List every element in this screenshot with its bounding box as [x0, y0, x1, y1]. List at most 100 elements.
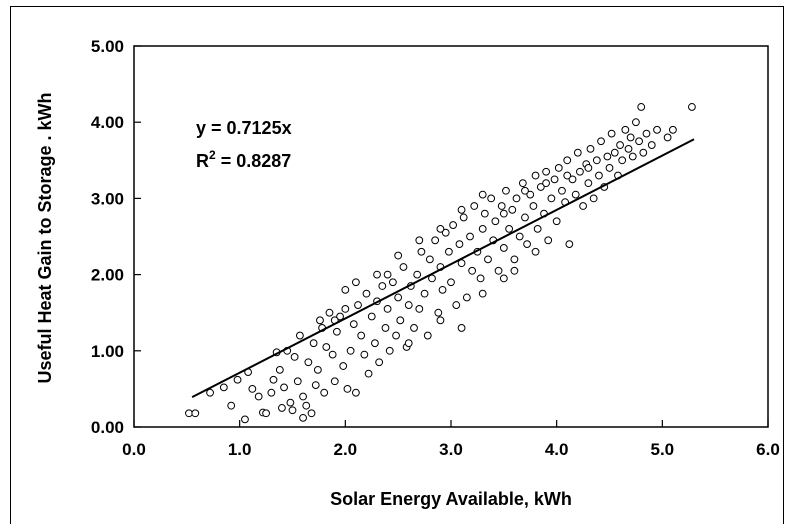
data-point	[565, 240, 574, 249]
x-tick-label: 2.0	[334, 440, 358, 459]
data-point	[499, 244, 508, 252]
data-point	[330, 377, 339, 386]
r-squared-prefix: R	[196, 151, 209, 171]
data-point	[478, 289, 487, 298]
data-point	[512, 194, 521, 203]
data-point	[299, 392, 307, 401]
data-point	[227, 401, 236, 410]
data-point	[624, 144, 633, 153]
data-point	[311, 381, 320, 389]
data-point	[605, 164, 614, 172]
data-point	[647, 141, 656, 149]
data-point	[478, 190, 487, 199]
data-point	[632, 118, 640, 127]
data-point	[341, 304, 350, 313]
x-tick-label: 3.0	[439, 440, 463, 459]
data-point	[394, 293, 403, 302]
data-point	[304, 358, 313, 367]
data-point	[290, 352, 299, 361]
r-squared-exponent: 2	[209, 148, 216, 162]
data-point	[563, 156, 572, 165]
data-point	[603, 152, 612, 161]
data-point	[375, 358, 384, 367]
data-point	[415, 304, 424, 313]
data-point	[436, 224, 445, 233]
data-point	[206, 388, 214, 397]
data-point	[470, 202, 479, 210]
data-point	[536, 183, 545, 191]
data-point	[457, 324, 466, 332]
data-point	[415, 236, 424, 245]
data-point	[420, 289, 429, 298]
data-point	[320, 388, 329, 397]
data-point	[597, 137, 605, 146]
data-point	[653, 125, 661, 134]
data-point	[544, 236, 553, 245]
data-point	[610, 148, 619, 157]
data-point	[621, 125, 630, 134]
data-point	[388, 278, 397, 287]
data-point	[286, 398, 295, 407]
x-tick-label: 5.0	[651, 440, 675, 459]
data-point	[354, 301, 362, 309]
data-point	[523, 240, 531, 249]
data-point	[399, 263, 408, 271]
data-point	[669, 125, 677, 134]
data-point	[568, 175, 577, 184]
data-point	[373, 270, 381, 279]
y-tick-label: 1.00	[91, 342, 124, 361]
data-point	[447, 278, 455, 287]
data-point	[325, 308, 334, 317]
data-point	[434, 308, 443, 317]
data-point	[449, 221, 458, 229]
data-point	[635, 137, 643, 146]
data-point	[526, 190, 535, 199]
data-point	[663, 133, 672, 142]
data-point	[328, 350, 337, 359]
data-point	[267, 388, 276, 397]
data-point	[466, 232, 474, 241]
data-point	[491, 217, 500, 226]
data-point	[352, 388, 360, 397]
data-point	[592, 156, 601, 165]
data-point	[595, 171, 603, 180]
data-point	[531, 171, 540, 180]
data-point	[413, 270, 422, 279]
data-point	[254, 392, 263, 401]
data-point	[357, 331, 366, 340]
data-point	[452, 301, 461, 309]
data-point	[584, 164, 593, 172]
data-point	[423, 331, 432, 340]
data-point	[248, 385, 257, 393]
data-point	[586, 144, 595, 153]
data-point	[394, 251, 403, 260]
data-point	[589, 194, 598, 203]
data-point	[510, 255, 519, 264]
data-point	[573, 148, 582, 157]
data-point	[185, 409, 193, 418]
equation-annotation: y = 0.7125x	[196, 118, 292, 138]
data-point	[367, 312, 376, 321]
data-point	[478, 224, 487, 233]
data-point	[438, 285, 447, 294]
x-tick-label: 0.0	[122, 440, 146, 459]
data-point	[362, 289, 371, 298]
r-squared-value: = 0.8287	[216, 151, 292, 171]
data-point	[343, 385, 352, 393]
data-point	[616, 141, 624, 149]
chart-frame	[10, 6, 784, 524]
data-point	[502, 186, 510, 195]
data-point	[618, 156, 627, 165]
data-point	[339, 362, 348, 370]
data-point	[480, 209, 489, 218]
data-point	[378, 282, 387, 290]
data-point	[341, 285, 350, 294]
data-point	[396, 316, 405, 325]
data-point	[262, 409, 270, 418]
data-point	[410, 324, 418, 332]
data-point	[499, 209, 508, 218]
data-point	[349, 320, 358, 329]
data-point	[457, 205, 466, 214]
data-point	[436, 316, 445, 325]
